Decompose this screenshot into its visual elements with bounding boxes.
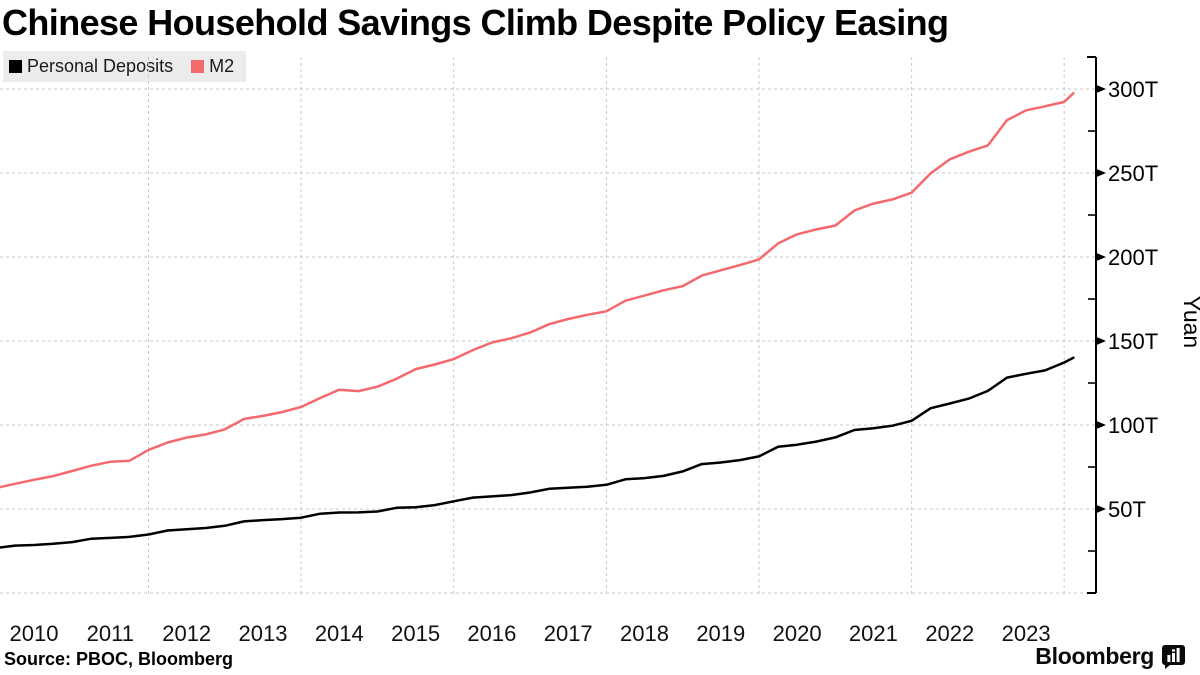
x-tick-label: 2016 xyxy=(467,621,516,646)
y-tick-arrow xyxy=(1096,504,1106,514)
legend: Personal Deposits M2 xyxy=(3,51,247,82)
y-tick-arrow xyxy=(1096,168,1106,178)
x-tick-label: 2013 xyxy=(239,621,288,646)
x-tick-label: 2023 xyxy=(1002,621,1051,646)
x-tick-label: 2022 xyxy=(925,621,974,646)
y-tick-arrow xyxy=(1096,84,1106,94)
legend-swatch-m2 xyxy=(191,60,205,73)
y-tick-label: 300T xyxy=(1108,77,1158,102)
y-tick-label: 50T xyxy=(1108,497,1146,522)
bloomberg-logo: Bloomberg xyxy=(1035,643,1186,670)
bloomberg-logo-text: Bloomberg xyxy=(1035,643,1154,669)
legend-label-personal-deposits: Personal Deposits xyxy=(27,56,174,76)
y-tick-label: 200T xyxy=(1108,245,1158,270)
y-tick-arrow xyxy=(1096,252,1106,262)
x-tick-label: 2010 xyxy=(10,621,59,646)
y-tick-arrow xyxy=(1096,336,1106,346)
y-tick-label: 250T xyxy=(1108,161,1158,186)
x-tick-label: 2011 xyxy=(87,621,134,646)
y-tick-arrow xyxy=(1096,420,1106,430)
legend-item-m2: M2 xyxy=(191,56,234,77)
legend-label-m2: M2 xyxy=(209,56,235,76)
x-tick-label: 2014 xyxy=(315,621,364,646)
series-line-personal-deposits xyxy=(0,356,1075,549)
legend-item-personal-deposits: Personal Deposits xyxy=(9,56,173,77)
x-tick-label: 2019 xyxy=(696,621,745,646)
series-line-m2 xyxy=(0,91,1075,489)
y-axis-unit-label: Yuan xyxy=(1179,296,1200,348)
bar-chart-bubble-icon xyxy=(1162,645,1185,669)
x-tick-label: 2018 xyxy=(620,621,669,646)
legend-swatch-personal-deposits xyxy=(9,60,22,73)
x-tick-label: 2015 xyxy=(391,621,440,646)
source-note: Source: PBOC, Bloomberg xyxy=(4,649,234,669)
x-tick-label: 2021 xyxy=(849,621,898,646)
x-tick-label: 2012 xyxy=(162,621,211,646)
y-tick-label: 100T xyxy=(1108,413,1158,438)
y-tick-label: 150T xyxy=(1108,329,1158,354)
x-tick-label: 2017 xyxy=(544,621,593,646)
x-tick-label: 2020 xyxy=(773,621,822,646)
chart-title: Chinese Household Savings Climb Despite … xyxy=(2,2,949,43)
